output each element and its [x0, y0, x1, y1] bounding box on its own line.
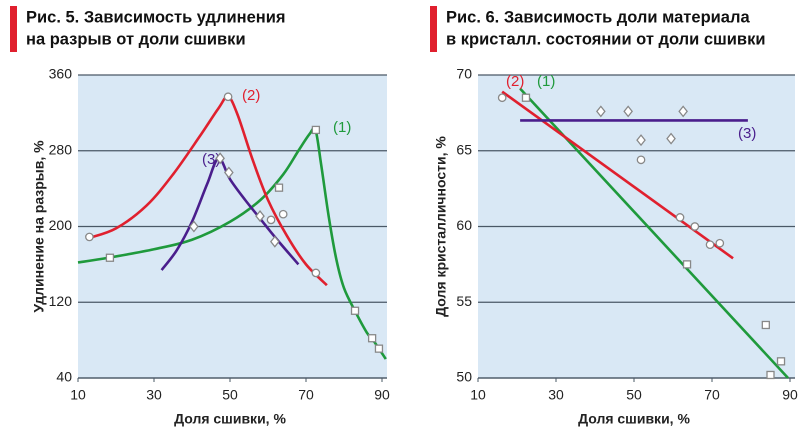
- marker: [367, 334, 377, 343]
- x-axis-label: Доля сшивки, %: [174, 411, 286, 427]
- marker: [255, 210, 265, 223]
- x-tick-label: 70: [298, 387, 314, 403]
- marker: [497, 93, 507, 103]
- marker: [270, 235, 280, 248]
- marker: [666, 132, 676, 145]
- marker: [596, 105, 606, 118]
- marker: [682, 260, 692, 269]
- marker: [266, 215, 276, 225]
- y-axis-label: Доля кристалличности, %: [433, 136, 449, 317]
- x-tick-label: 30: [548, 387, 564, 403]
- y-tick-label: 40: [56, 369, 72, 385]
- chart-title: на разрыв от доли сшивки: [26, 30, 246, 48]
- marker: [521, 93, 531, 102]
- y-tick-label: 65: [456, 141, 472, 157]
- marker: [311, 125, 321, 135]
- series-label: (1): [537, 73, 555, 90]
- title-bar: [430, 6, 437, 52]
- y-tick-label: 55: [456, 293, 472, 309]
- marker: [374, 344, 384, 353]
- marker: [636, 155, 646, 165]
- marker: [675, 213, 685, 222]
- x-tick-label: 10: [70, 387, 86, 403]
- series-label: (1): [333, 119, 351, 136]
- marker: [85, 232, 94, 242]
- series-line: [160, 157, 300, 271]
- marker: [105, 253, 115, 262]
- marker: [636, 134, 646, 147]
- marker: [705, 240, 715, 250]
- marker: [215, 152, 225, 165]
- x-tick-label: 30: [146, 387, 162, 403]
- series-label: (3): [202, 151, 220, 168]
- chart-title: Рис. 5. Зависимость удлинения: [26, 8, 286, 26]
- y-axis-label: Удлинение на разрыв, %: [31, 140, 47, 313]
- series-label: (2): [506, 73, 524, 90]
- chart-title: в кристалл. состоянии от доли сшивки: [446, 30, 765, 48]
- y-tick-label: 70: [456, 66, 472, 82]
- marker: [189, 220, 199, 233]
- marker: [690, 222, 700, 231]
- marker: [278, 209, 288, 219]
- y-tick-label: 50: [456, 369, 472, 385]
- marker: [350, 306, 360, 315]
- x-axis-label: Доля сшивки, %: [578, 411, 690, 427]
- y-tick-label: 60: [456, 217, 472, 233]
- marker: [623, 105, 633, 118]
- x-tick-label: 50: [626, 387, 642, 403]
- x-tick-label: 50: [222, 387, 238, 403]
- marker: [766, 370, 775, 380]
- x-tick-label: 90: [782, 387, 798, 403]
- marker: [761, 320, 770, 330]
- marker: [776, 357, 786, 366]
- y-tick-label: 120: [49, 293, 73, 309]
- y-tick-label: 280: [49, 141, 73, 157]
- y-tick-label: 200: [49, 217, 73, 233]
- series-label: (2): [242, 87, 260, 104]
- x-tick-label: 70: [704, 387, 720, 403]
- series-label: (3): [738, 125, 756, 142]
- title-bar: [10, 6, 17, 52]
- x-tick-label: 90: [374, 387, 390, 403]
- marker: [223, 92, 233, 102]
- marker: [715, 238, 725, 248]
- marker: [678, 105, 688, 118]
- marker: [224, 166, 234, 179]
- marker: [274, 183, 284, 192]
- marker: [311, 268, 321, 278]
- chart-title: Рис. 6. Зависимость доли материала: [446, 8, 750, 26]
- x-tick-label: 10: [470, 387, 486, 403]
- y-tick-label: 360: [49, 66, 73, 82]
